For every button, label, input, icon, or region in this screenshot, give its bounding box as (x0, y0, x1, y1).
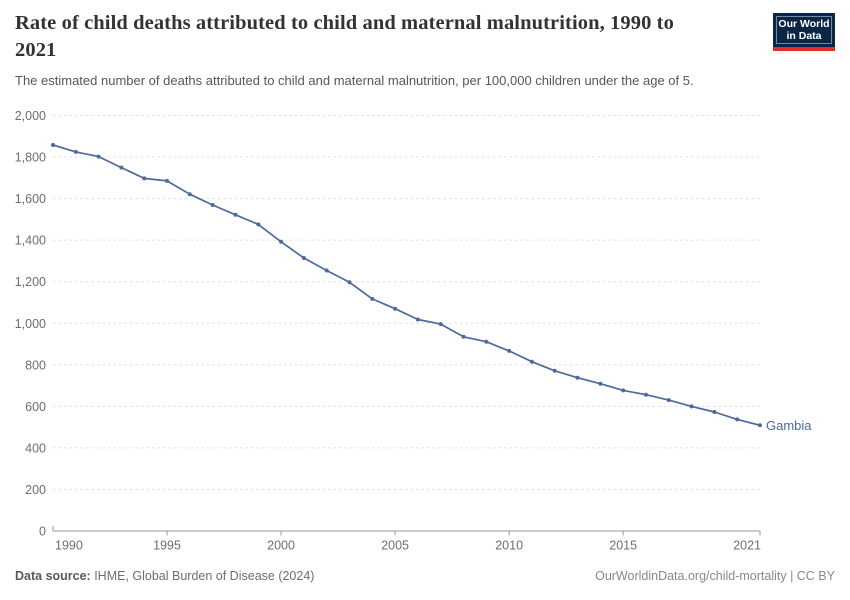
data-point[interactable] (73, 149, 78, 154)
chart-title: Rate of child deaths attributed to child… (15, 12, 674, 62)
data-point[interactable] (324, 268, 329, 273)
data-point[interactable] (575, 375, 580, 380)
owid-logo-text-line1: Our World (778, 17, 830, 30)
y-axis-label: 1,000 (15, 317, 46, 331)
y-axis-label: 200 (25, 483, 46, 497)
data-point[interactable] (301, 256, 306, 260)
data-point[interactable] (598, 381, 603, 386)
data-point[interactable] (438, 322, 443, 327)
data-point[interactable] (51, 143, 55, 147)
data-point[interactable] (415, 317, 420, 322)
data-point[interactable] (552, 368, 557, 373)
owid-logo-text-line2: in Data (786, 30, 822, 42)
owid-logo-frame: Our World in Data (776, 16, 832, 44)
data-point[interactable] (666, 398, 671, 403)
owid-logo[interactable]: Our World in Data (773, 13, 835, 51)
x-axis-label: 1990 (55, 539, 83, 553)
attribution-link[interactable]: OurWorldinData.org/child-mortality | CC … (595, 569, 835, 583)
data-point[interactable] (621, 388, 626, 393)
x-axis-label: 2015 (609, 539, 637, 553)
data-point[interactable] (529, 359, 534, 364)
y-axis-label: 0 (39, 525, 46, 539)
chart-header: Rate of child deaths attributed to child… (15, 10, 835, 89)
y-axis-label: 1,600 (15, 192, 46, 206)
data-point[interactable] (712, 410, 717, 414)
data-point[interactable] (210, 203, 215, 207)
data-point[interactable] (119, 165, 124, 170)
data-point[interactable] (233, 212, 238, 217)
data-point[interactable] (96, 154, 101, 159)
data-point[interactable] (507, 348, 512, 353)
x-axis-label: 1995 (153, 539, 181, 553)
y-axis-label: 800 (25, 358, 46, 372)
x-axis-label: 2021 (733, 539, 761, 553)
owid-logo-box: Our World in Data (773, 13, 835, 47)
x-axis-label: 2000 (267, 539, 295, 553)
data-point[interactable] (165, 178, 169, 183)
data-point[interactable] (393, 306, 398, 311)
data-point[interactable] (370, 296, 375, 301)
data-point[interactable] (279, 239, 284, 244)
x-axis-label: 2010 (495, 539, 523, 553)
data-point[interactable] (461, 334, 466, 339)
data-point[interactable] (256, 222, 261, 227)
y-axis-label: 1,400 (15, 234, 46, 248)
series-end-label[interactable]: Gambia (766, 418, 812, 433)
data-source-label: Data source: (15, 569, 91, 583)
y-axis-label: 400 (25, 441, 46, 455)
y-axis-label: 600 (25, 400, 46, 414)
y-axis-label: 2,000 (15, 109, 46, 123)
y-axis-label: 1,800 (15, 151, 46, 165)
data-point[interactable] (735, 417, 740, 422)
data-point[interactable] (142, 176, 147, 181)
data-point[interactable] (484, 339, 489, 344)
trend-line[interactable] (52, 144, 761, 427)
chart-subtitle: The estimated number of deaths attribute… (15, 73, 694, 89)
data-point[interactable] (347, 280, 352, 285)
y-axis-label: 1,200 (15, 275, 46, 289)
data-source-note: Data source: IHME, Global Burden of Dise… (15, 569, 314, 583)
data-source-value: IHME, Global Burden of Disease (2024) (90, 569, 315, 583)
data-point[interactable] (187, 192, 192, 197)
data-point[interactable] (758, 423, 762, 428)
chart-footer: Data source: IHME, Global Burden of Dise… (15, 569, 835, 583)
owid-logo-stripe (773, 47, 835, 51)
data-point[interactable] (644, 392, 648, 397)
x-axis-label: 2005 (381, 539, 409, 553)
data-point[interactable] (689, 404, 694, 409)
